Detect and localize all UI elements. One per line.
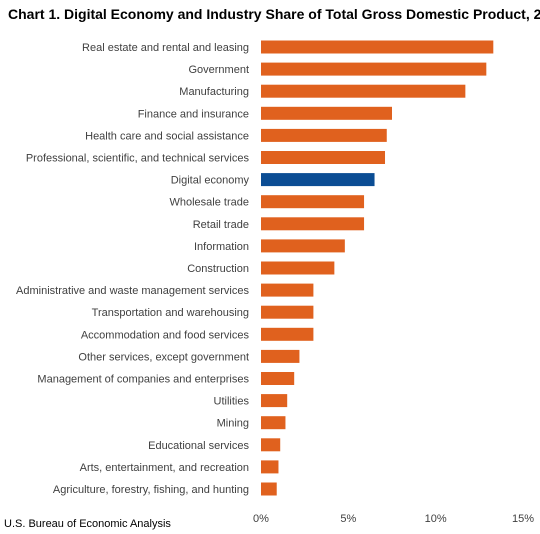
category-label-professional-scientific-and-technical-services: Professional, scientific, and technical …: [26, 153, 250, 165]
bar-finance-and-insurance: [261, 106, 392, 120]
bar-educational-services: [261, 438, 281, 452]
category-label-other-services-except-government: Other services, except government: [78, 351, 249, 363]
x-tick-label-0: 0%: [253, 513, 269, 525]
bar-arts-entertainment-and-recreation: [261, 460, 279, 474]
source-note: U.S. Bureau of Economic Analysis: [4, 518, 171, 530]
category-label-information: Information: [194, 241, 249, 253]
category-label-mining: Mining: [217, 418, 249, 430]
bar-transportation-and-warehousing: [261, 305, 314, 319]
bar-health-care-and-social-assistance: [261, 128, 387, 142]
category-label-health-care-and-social-assistance: Health care and social assistance: [85, 130, 249, 142]
bar-construction: [261, 261, 335, 275]
bar-wholesale-trade: [261, 195, 365, 209]
bar-utilities: [261, 394, 288, 408]
category-label-retail-trade: Retail trade: [193, 219, 249, 231]
x-tick-label-5: 5%: [340, 513, 356, 525]
bar-other-services-except-government: [261, 349, 300, 363]
category-label-educational-services: Educational services: [148, 440, 249, 452]
category-label-finance-and-insurance: Finance and insurance: [138, 108, 249, 120]
category-label-manufacturing: Manufacturing: [179, 86, 249, 98]
category-label-agriculture-forestry-fishing-and-hunting: Agriculture, forestry, fishing, and hunt…: [53, 484, 249, 496]
bar-digital-economy: [261, 173, 375, 187]
bar-agriculture-forestry-fishing-and-hunting: [261, 482, 277, 496]
chart-title: Chart 1. Digital Economy and Industry Sh…: [8, 6, 540, 22]
category-label-accommodation-and-food-services: Accommodation and food services: [81, 329, 250, 341]
bar-professional-scientific-and-technical-services: [261, 151, 386, 164]
category-label-management-of-companies-and-enterprises: Management of companies and enterprises: [37, 374, 249, 386]
category-label-real-estate-and-rental-and-leasing: Real estate and rental and leasing: [82, 42, 249, 54]
category-label-wholesale-trade: Wholesale trade: [170, 197, 250, 209]
bar-real-estate-and-rental-and-leasing: [261, 40, 494, 54]
x-tick-label-15: 15%: [512, 513, 534, 525]
category-label-government: Government: [188, 64, 249, 76]
category-label-arts-entertainment-and-recreation: Arts, entertainment, and recreation: [80, 462, 249, 474]
bar-mining: [261, 416, 286, 430]
category-label-utilities: Utilities: [214, 396, 250, 408]
bar-accommodation-and-food-services: [261, 327, 314, 341]
bar-information: [261, 239, 345, 253]
bar-retail-trade: [261, 217, 365, 231]
bar-administrative-and-waste-management-services: [261, 283, 314, 297]
x-tick-label-10: 10%: [425, 513, 447, 525]
bar-management-of-companies-and-enterprises: [261, 372, 295, 385]
category-label-digital-economy: Digital economy: [171, 175, 250, 187]
bar-manufacturing: [261, 84, 466, 98]
category-label-transportation-and-warehousing: Transportation and warehousing: [92, 307, 249, 319]
category-label-construction: Construction: [187, 263, 249, 275]
category-label-administrative-and-waste-management-services: Administrative and waste management serv…: [16, 285, 249, 297]
bar-government: [261, 62, 487, 76]
